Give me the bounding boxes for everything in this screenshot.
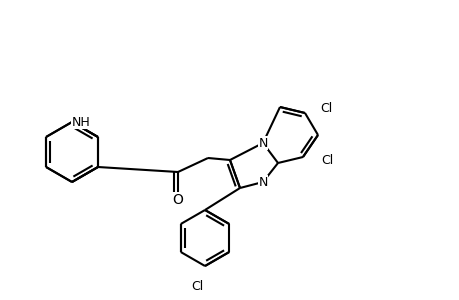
Text: O: O — [172, 193, 183, 207]
Text: N: N — [258, 176, 267, 188]
Text: Cl: Cl — [190, 280, 203, 293]
Text: Cl: Cl — [319, 101, 331, 115]
Text: NH: NH — [72, 116, 90, 128]
Text: Cl: Cl — [320, 154, 332, 166]
Text: N: N — [258, 136, 267, 149]
